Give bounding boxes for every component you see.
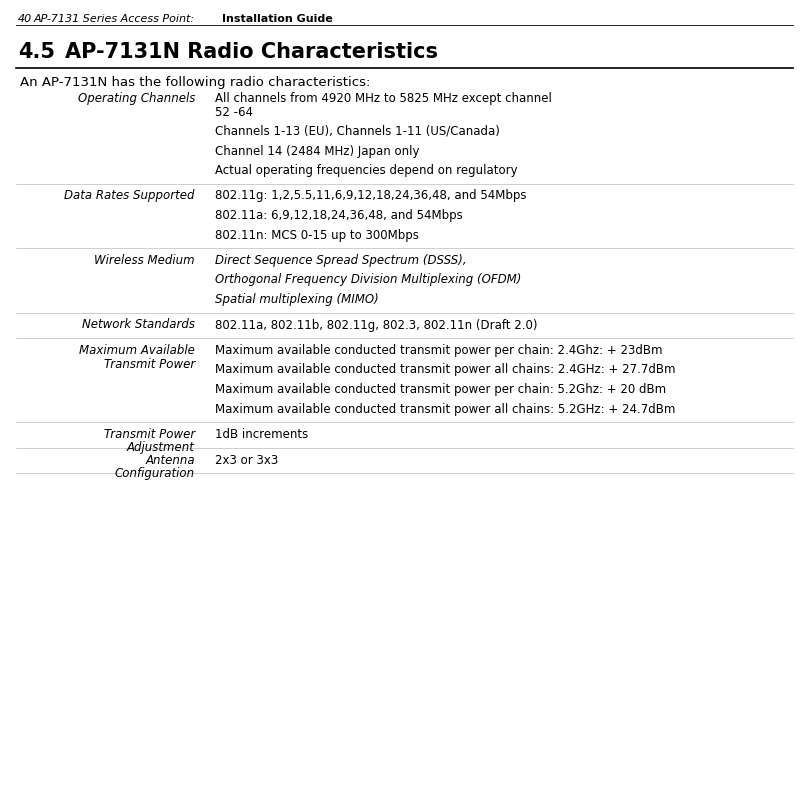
Text: Maximum Available: Maximum Available [79, 344, 195, 357]
Text: Network Standards: Network Standards [82, 318, 195, 332]
Text: Maximum available conducted transmit power per chain: 5.2Ghz: + 20 dBm: Maximum available conducted transmit pow… [215, 383, 666, 396]
Text: Data Rates Supported: Data Rates Supported [65, 190, 195, 202]
Text: Installation Guide: Installation Guide [222, 14, 332, 24]
Text: AP-7131 Series Access Point:: AP-7131 Series Access Point: [34, 14, 195, 24]
Text: Channel 14 (2484 MHz) Japan only: Channel 14 (2484 MHz) Japan only [215, 145, 420, 157]
Text: Maximum available conducted transmit power all chains: 2.4GHz: + 27.7dBm: Maximum available conducted transmit pow… [215, 363, 676, 377]
Text: 2x3 or 3x3: 2x3 or 3x3 [215, 453, 278, 467]
Text: 802.11a: 6,9,12,18,24,36,48, and 54Mbps: 802.11a: 6,9,12,18,24,36,48, and 54Mbps [215, 209, 463, 222]
Text: 802.11n: MCS 0-15 up to 300Mbps: 802.11n: MCS 0-15 up to 300Mbps [215, 228, 419, 242]
Text: Spatial multiplexing (MIMO): Spatial multiplexing (MIMO) [215, 293, 379, 306]
Text: Actual operating frequencies depend on regulatory: Actual operating frequencies depend on r… [215, 164, 518, 177]
Text: Transmit Power: Transmit Power [104, 428, 195, 441]
Text: Direct Sequence Spread Spectrum (DSSS),: Direct Sequence Spread Spectrum (DSSS), [215, 254, 467, 267]
Text: AP-7131N Radio Characteristics: AP-7131N Radio Characteristics [65, 42, 438, 62]
Text: 4.5: 4.5 [18, 42, 55, 62]
Text: 802.11a, 802.11b, 802.11g, 802.3, 802.11n (Draft 2.0): 802.11a, 802.11b, 802.11g, 802.3, 802.11… [215, 318, 537, 332]
Text: Transmit Power: Transmit Power [104, 358, 195, 371]
Text: An AP-7131N has the following radio characteristics:: An AP-7131N has the following radio char… [20, 76, 371, 89]
Text: Orthogonal Frequency Division Multiplexing (OFDM): Orthogonal Frequency Division Multiplexi… [215, 273, 521, 287]
Text: Configuration: Configuration [115, 467, 195, 480]
Text: Maximum available conducted transmit power all chains: 5.2GHz: + 24.7dBm: Maximum available conducted transmit pow… [215, 402, 676, 416]
Text: Maximum available conducted transmit power per chain: 2.4Ghz: + 23dBm: Maximum available conducted transmit pow… [215, 344, 663, 357]
Text: Adjustment: Adjustment [127, 442, 195, 454]
Text: 52 -64: 52 -64 [215, 106, 253, 118]
Text: Channels 1-13 (EU), Channels 1-11 (US/Canada): Channels 1-13 (EU), Channels 1-11 (US/Ca… [215, 125, 500, 138]
Text: Antenna: Antenna [146, 453, 195, 467]
Text: Wireless Medium: Wireless Medium [95, 254, 195, 267]
Text: All channels from 4920 MHz to 5825 MHz except channel: All channels from 4920 MHz to 5825 MHz e… [215, 92, 552, 105]
Text: 802.11g: 1,2,5.5,11,6,9,12,18,24,36,48, and 54Mbps: 802.11g: 1,2,5.5,11,6,9,12,18,24,36,48, … [215, 190, 527, 202]
Text: 40: 40 [18, 14, 32, 24]
Text: Operating Channels: Operating Channels [78, 92, 195, 105]
Text: 1dB increments: 1dB increments [215, 428, 308, 441]
